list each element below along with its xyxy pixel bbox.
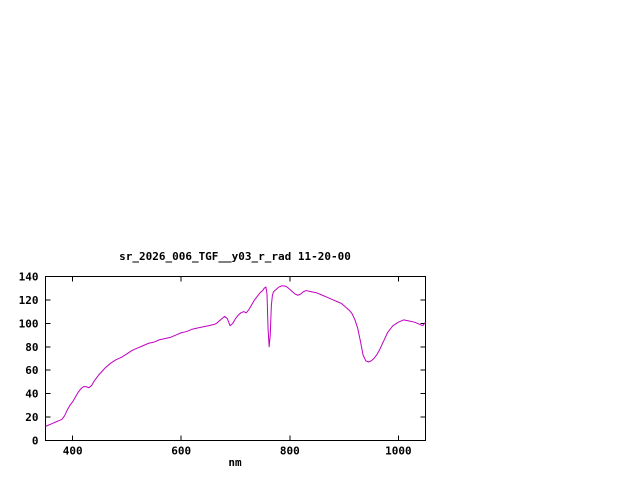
- x-axis-label: nm: [228, 456, 242, 469]
- data-line: [45, 285, 426, 427]
- x-tick-label: 400: [63, 445, 83, 458]
- x-tick-label: 1000: [385, 445, 412, 458]
- y-tick-label: 120: [19, 294, 39, 307]
- x-tick-label: 800: [280, 445, 300, 458]
- y-tick-label: 0: [32, 435, 39, 448]
- y-tick-label: 40: [25, 388, 38, 401]
- y-tick-label: 60: [25, 364, 38, 377]
- y-tick-label: 140: [19, 271, 39, 284]
- y-tick-label: 80: [25, 341, 38, 354]
- y-tick-label: 20: [25, 411, 38, 424]
- chart-title: sr_2026_006_TGF__y03_r_rad 11-20-00: [119, 250, 351, 263]
- plot-frame: [45, 276, 426, 441]
- y-tick-label: 100: [19, 317, 39, 330]
- x-tick-label: 600: [171, 445, 191, 458]
